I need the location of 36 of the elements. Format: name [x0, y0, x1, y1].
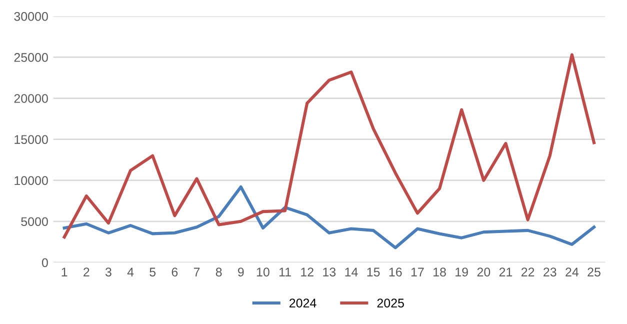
- x-tick-label: 3: [105, 268, 112, 276]
- y-tick-label: 0: [42, 258, 48, 268]
- x-tick-label: 22: [521, 268, 534, 276]
- x-tick-label: 5: [150, 268, 156, 276]
- x-tick-label: 19: [456, 268, 468, 276]
- x-tick-label: 21: [499, 268, 512, 276]
- x-tick-label: 15: [367, 268, 380, 276]
- line-series: [62, 53, 596, 239]
- x-tick-label: 25: [588, 268, 600, 276]
- y-tick-label: 20000: [14, 94, 48, 103]
- x-tick-label: 17: [411, 268, 424, 276]
- line-series: [62, 185, 596, 250]
- x-tick-label: 20: [477, 268, 490, 276]
- x-tick-label: 14: [345, 268, 358, 276]
- legend-label: 2024: [290, 298, 316, 308]
- x-tick-label: 11: [279, 268, 291, 276]
- x-tick-label: 24: [566, 268, 579, 276]
- x-tick-label: 4: [127, 268, 134, 276]
- x-tick-label: 7: [194, 268, 200, 276]
- x-tick-label: 1: [62, 268, 68, 276]
- x-tick-label: 2: [84, 268, 90, 276]
- y-tick-label: 5000: [21, 217, 48, 226]
- x-tick-label: 6: [172, 268, 178, 276]
- y-tick-label: 25000: [14, 53, 48, 62]
- x-tick-label: 16: [389, 268, 402, 276]
- x-tick-label: 8: [216, 268, 222, 276]
- x-tick-label: 9: [238, 268, 244, 276]
- y-tick-label: 10000: [14, 176, 48, 186]
- legend-label: 2025: [377, 298, 404, 308]
- x-tick-label: 13: [323, 268, 336, 276]
- x-tick-label: 18: [434, 268, 446, 276]
- x-tick-label: 12: [301, 268, 314, 276]
- y-tick-label: 30000: [14, 12, 48, 21]
- x-tick-label: 10: [256, 268, 270, 276]
- y-tick-label: 15000: [14, 135, 48, 144]
- x-tick-label: 23: [544, 268, 556, 276]
